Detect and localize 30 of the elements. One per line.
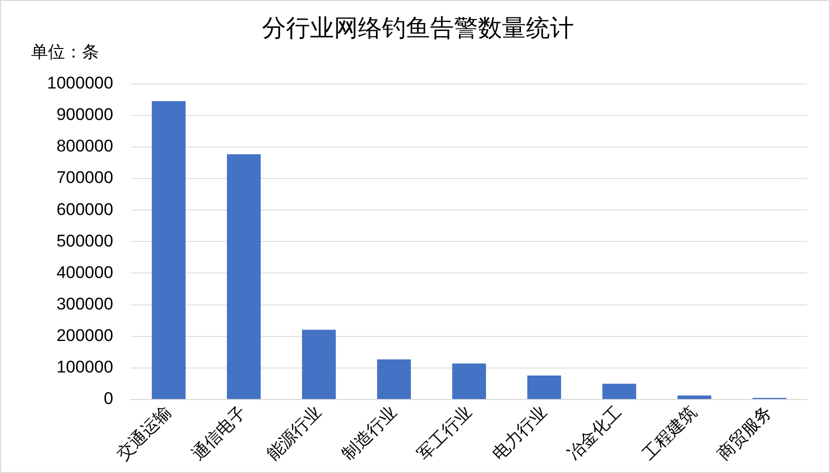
y-tick-label: 400000: [56, 262, 114, 282]
chart-title: 分行业网络钓鱼告警数量统计: [262, 15, 574, 42]
y-tick-label: 700000: [56, 168, 114, 188]
bar: [226, 154, 261, 399]
bar: [527, 376, 562, 399]
y-tick-label: 300000: [56, 294, 114, 314]
x-tick-label: 工程建筑: [638, 402, 701, 464]
bar: [677, 396, 712, 399]
y-axis-title: 单位：条: [31, 42, 99, 62]
x-tick-label: 通信电子: [188, 402, 250, 464]
y-tick-label: 200000: [56, 326, 114, 346]
bar: [602, 384, 636, 399]
x-tick-label: 军工行业: [414, 402, 476, 464]
y-tick-label: 500000: [56, 231, 114, 250]
y-tick-label: 1000000: [46, 73, 114, 92]
y-tick-label: 100000: [56, 358, 114, 377]
x-tick-label: 制造行业: [338, 402, 400, 464]
y-tick-label: 900000: [56, 105, 114, 124]
x-tick-label: 商贸服务: [714, 402, 776, 464]
y-tick-label: 600000: [56, 200, 114, 219]
x-tick-label: 冶金化工: [564, 402, 626, 464]
bar: [302, 330, 336, 399]
bar: [377, 359, 411, 399]
x-tick-label: 电力行业: [488, 402, 550, 464]
bar: [152, 101, 186, 399]
x-tick-label: 能源行业: [264, 402, 326, 464]
y-tick-label: 800000: [56, 136, 114, 156]
x-tick-label: 交通运输: [113, 402, 175, 464]
bar: [452, 364, 486, 399]
y-tick-label: 0: [104, 389, 114, 408]
